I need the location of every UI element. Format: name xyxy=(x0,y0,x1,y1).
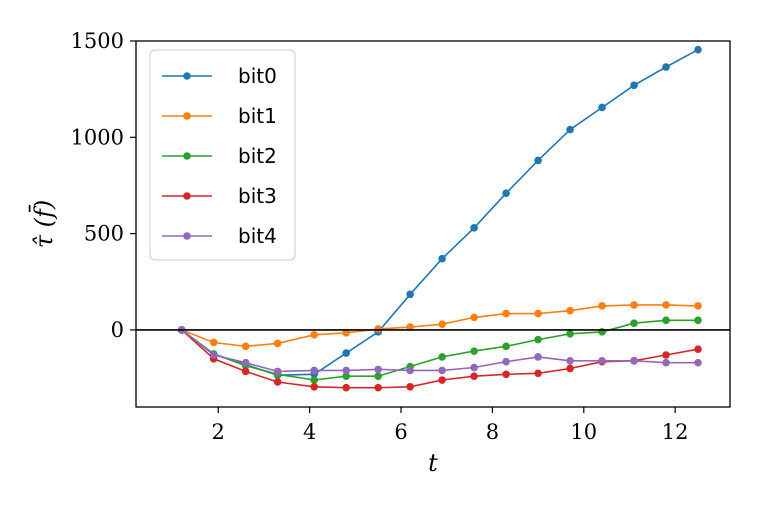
data-point-bit4 xyxy=(566,356,574,365)
x-tick-label: 2 xyxy=(212,420,225,444)
data-point-bit2 xyxy=(342,372,350,380)
data-point-bit3 xyxy=(310,382,319,391)
data-point-bit4 xyxy=(310,366,319,375)
data-point-bit3 xyxy=(374,383,382,392)
data-point-bit2 xyxy=(470,347,478,355)
legend-label-bit4: bit4 xyxy=(238,224,277,248)
data-point-bit3 xyxy=(273,378,282,386)
data-point-bit1 xyxy=(694,302,702,310)
data-point-bit4 xyxy=(241,358,250,367)
data-point-bit2 xyxy=(534,335,542,344)
x-tick-label: 6 xyxy=(394,420,407,444)
data-point-bit1 xyxy=(273,339,282,348)
data-point-bit3 xyxy=(662,351,670,359)
data-point-bit1 xyxy=(630,301,638,309)
data-point-bit1 xyxy=(502,309,510,318)
data-point-bit3 xyxy=(342,383,350,392)
data-point-bit0 xyxy=(598,103,606,112)
x-tick-label: 4 xyxy=(303,420,316,444)
legend-marker-bit2 xyxy=(183,152,191,160)
data-point-bit4 xyxy=(273,367,282,376)
data-point-bit2 xyxy=(310,376,319,384)
data-point-bit0 xyxy=(406,290,414,299)
data-point-bit3 xyxy=(694,345,702,354)
data-point-bit2 xyxy=(694,316,702,325)
data-point-bit4 xyxy=(502,357,510,366)
data-point-bit0 xyxy=(470,224,478,232)
data-point-bit4 xyxy=(630,356,638,365)
data-point-bit3 xyxy=(502,370,510,379)
data-point-bit3 xyxy=(566,364,574,373)
data-point-bit4 xyxy=(534,353,542,361)
y-tick-label: 0 xyxy=(111,318,124,342)
tick-layer: 2 4 6 8 10 12 0 500 1000 1500 xyxy=(71,29,689,444)
y-tick-label: 1000 xyxy=(71,125,124,149)
data-point-bit1 xyxy=(406,323,414,331)
data-point-bit1 xyxy=(470,313,478,322)
data-point-bit4 xyxy=(470,363,478,372)
data-point-bit0 xyxy=(342,349,350,357)
data-point-bit1 xyxy=(534,309,542,318)
x-tick-label: 10 xyxy=(570,420,597,444)
data-point-bit2 xyxy=(438,353,446,361)
legend-label-bit1: bit1 xyxy=(238,104,277,128)
legend-marker-bit0 xyxy=(183,72,191,80)
data-point-bit0 xyxy=(662,63,670,71)
data-point-bit2 xyxy=(630,319,638,328)
data-point-bit3 xyxy=(406,382,414,391)
legend-marker-bit1 xyxy=(183,112,191,120)
data-point-bit3 xyxy=(438,376,446,384)
y-tick-label: 500 xyxy=(84,222,124,246)
data-point-bit2 xyxy=(374,372,382,380)
data-point-bit4 xyxy=(209,351,218,359)
data-point-bit1 xyxy=(438,320,446,328)
data-point-bit0 xyxy=(534,156,542,165)
data-point-bit1 xyxy=(374,325,382,333)
data-point-bit4 xyxy=(438,366,446,375)
data-point-bit2 xyxy=(662,316,670,325)
data-point-bit1 xyxy=(209,338,218,347)
y-tick-label: 1500 xyxy=(71,29,124,53)
data-point-bit4 xyxy=(694,358,702,367)
legend-label-bit0: bit0 xyxy=(238,64,277,88)
data-point-bit0 xyxy=(694,45,702,54)
x-tick-label: 12 xyxy=(662,420,689,444)
data-point-bit0 xyxy=(502,189,510,197)
data-point-bit3 xyxy=(534,369,542,378)
legend-label-bit3: bit3 xyxy=(238,184,277,208)
data-point-bit1 xyxy=(241,342,250,351)
legend-box xyxy=(149,49,296,261)
data-point-bit4 xyxy=(342,366,350,375)
x-tick-label: 8 xyxy=(486,420,499,444)
legend-label-bit2: bit2 xyxy=(238,144,277,168)
data-point-bit2 xyxy=(566,330,574,338)
data-point-bit4 xyxy=(598,356,606,365)
data-point-bit1 xyxy=(566,306,574,315)
x-axis-label: t xyxy=(428,449,438,477)
data-point-bit2 xyxy=(502,342,510,351)
data-point-bit4 xyxy=(662,358,670,367)
legend-marker-bit3 xyxy=(183,192,191,200)
data-point-bit0 xyxy=(438,254,446,263)
data-point-bit0 xyxy=(630,81,638,90)
legend: bit0 bit1 bit2 bit3 bit4 xyxy=(149,49,296,261)
data-point-bit3 xyxy=(241,367,250,376)
plot-frame xyxy=(135,40,731,408)
series-line-bit4 xyxy=(181,329,698,373)
data-point-bit4 xyxy=(406,366,414,375)
data-point-bit4 xyxy=(374,365,382,374)
data-point-bit1 xyxy=(662,301,670,309)
legend-marker-bit4 xyxy=(183,232,191,240)
data-point-bit3 xyxy=(470,372,478,380)
data-point-bit1 xyxy=(342,329,350,337)
series-layer xyxy=(177,45,702,392)
data-point-bit1 xyxy=(598,302,606,310)
data-point-bit1 xyxy=(310,330,319,339)
y-axis-label: τ̂ (f̄) xyxy=(29,200,58,249)
data-point-bit0 xyxy=(566,125,574,134)
